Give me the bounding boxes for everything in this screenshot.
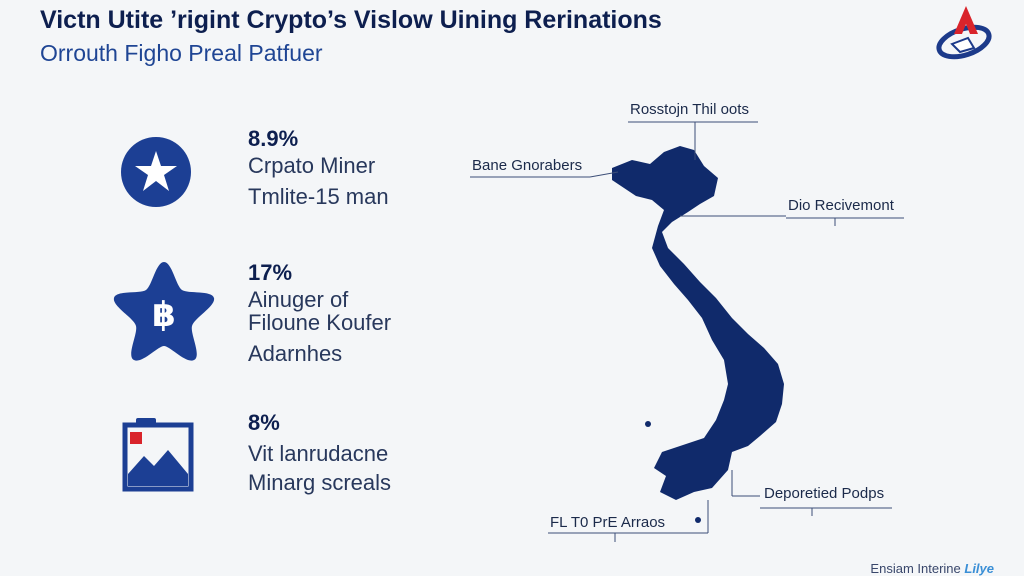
map-callout: FL T0 PrE Arraos	[550, 514, 666, 531]
page-title: Victn Utite ’rigint Crypto’s Vislow Uini…	[40, 6, 662, 34]
footer-brand: Lilye	[964, 561, 994, 576]
red-triangle-over-globe-logo	[936, 6, 992, 60]
coin-star-icon: ฿	[113, 262, 215, 361]
stat-percent: 8%	[248, 410, 280, 435]
stat-label: Tmlite-15 man	[248, 184, 389, 209]
stat-percent: 8.9%	[248, 126, 299, 151]
stat-label: Minarg screals	[248, 470, 392, 495]
stat-label: Vit lanrudacne	[248, 441, 389, 466]
stat-label: Adarnhes	[248, 341, 343, 366]
mountain-frame-icon	[122, 418, 194, 492]
stat-mining: 8% Vit lanrudacne Minarg screals	[248, 410, 391, 496]
star-in-circle-icon	[121, 137, 191, 207]
map-callout: Rosstojn Thil oots	[630, 101, 749, 118]
footer-credit: Ensiam Interine Lilye	[870, 561, 994, 576]
stat-percent: 17%	[248, 260, 293, 285]
vietnam-silhouette	[612, 146, 784, 500]
stat-filoune: 17% Ainuger of Filoune Koufer Adarnhes	[248, 260, 391, 367]
map-callout: Dio Recivemont	[788, 197, 894, 214]
stat-label: Crpato Miner	[248, 153, 376, 178]
map-callout: Bane Gnorabers	[472, 157, 583, 174]
page-subtitle: Orrouth Figho Preal Patfuer	[40, 40, 323, 66]
footer-text: Ensiam Interine	[870, 561, 961, 576]
map-callout: Deporetied Podps	[764, 485, 885, 502]
svg-text:฿: ฿	[152, 295, 176, 335]
stat-crypto-miner: 8.9% Crpato Miner Tmlite-15 man	[248, 126, 389, 210]
stat-label: Filoune Koufer	[248, 310, 392, 335]
stat-label: Ainuger of	[248, 287, 349, 312]
